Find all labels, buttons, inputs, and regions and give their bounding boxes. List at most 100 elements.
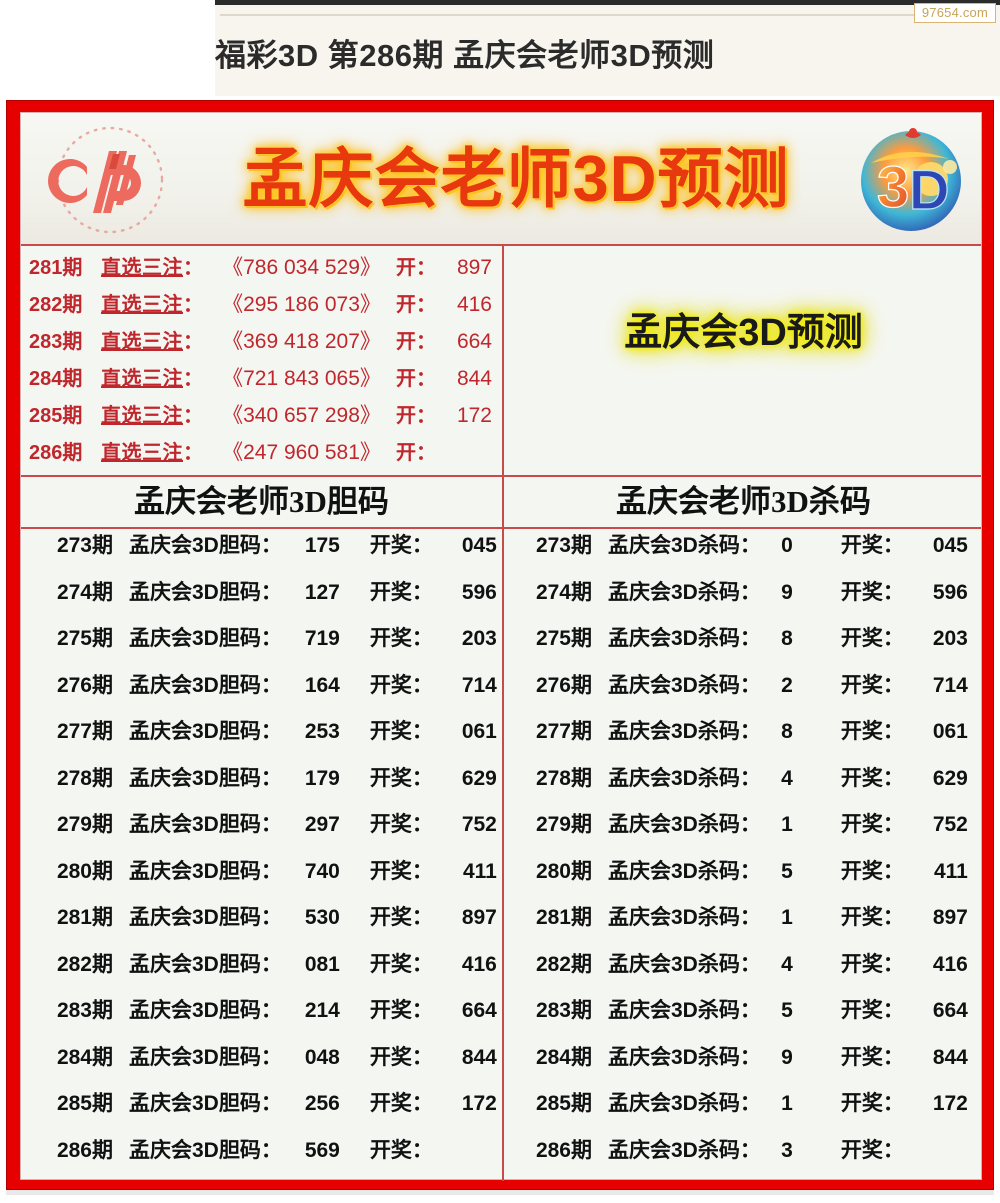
watermark-label: 97654.com (913, 3, 996, 23)
row-label: 孟庆会3D杀码： (608, 766, 761, 790)
zhixuan-kai-label: 开： (396, 294, 436, 316)
table-row: 286期 孟庆会3D杀码： 3 开奖： (506, 1134, 981, 1181)
content-panel: 孟庆会老师3D预测 (20, 112, 982, 1181)
row-open: 203 (932, 627, 968, 650)
row-label: 孟庆会3D胆码： (129, 906, 282, 929)
row-kai-label: 开奖： (840, 1138, 904, 1162)
zhixuan-row: 285期 直选三注 ： 《340 657 298》 开： 172 (21, 399, 502, 436)
row-code: 2 (781, 673, 793, 697)
row-code: 8 (781, 720, 793, 743)
row-code: 253 (304, 720, 340, 743)
row-kai-label: 开奖： (369, 906, 433, 929)
row-label: 孟庆会3D杀码： (608, 673, 761, 697)
row-label: 孟庆会3D胆码： (129, 580, 282, 604)
row-open: 172 (461, 1092, 497, 1115)
table-row: 286期 孟庆会3D胆码： 569 开奖： (21, 1134, 502, 1181)
row-open: 752 (461, 813, 497, 836)
row-period: 273期 (56, 534, 113, 557)
table-row: 274期 孟庆会3D胆码： 127 开奖： 596 (21, 576, 502, 623)
row-kai-label: 开奖： (369, 1045, 433, 1069)
row-open: 664 (461, 999, 497, 1022)
row-label: 孟庆会3D杀码： (608, 952, 761, 976)
row-code: 1 (781, 813, 793, 836)
row-period: 273期 (535, 534, 592, 557)
row-code: 179 (304, 766, 340, 790)
row-code: 081 (304, 952, 340, 976)
table-row: 275期 孟庆会3D胆码： 719 开奖： 203 (21, 622, 502, 669)
row-kai-label: 开奖： (840, 580, 904, 604)
zhixuan-numbers: 《369 418 207》 (222, 330, 381, 353)
lottery-3d-logo: 3 D (855, 123, 967, 235)
row-period: 276期 (56, 673, 113, 697)
zhixuan-numbers: 《247 960 581》 (222, 441, 381, 464)
row-label: 孟庆会3D杀码： (608, 1138, 761, 1162)
row-open: 629 (932, 766, 968, 790)
row-kai-label: 开奖： (840, 1045, 904, 1069)
row-code: 8 (781, 627, 793, 650)
svg-text:3: 3 (877, 155, 909, 220)
table-row: 279期 孟庆会3D杀码： 1 开奖： 752 (506, 808, 981, 855)
row-label: 孟庆会3D胆码： (129, 627, 282, 650)
table-row: 285期 孟庆会3D胆码： 256 开奖： 172 (21, 1087, 502, 1134)
zhixuan-period: 284期 (29, 368, 83, 390)
zhixuan-numbers: 《786 034 529》 (222, 256, 381, 279)
row-open: 061 (461, 720, 497, 743)
zhixuan-kai-label: 开： (396, 257, 436, 279)
row-kai-label: 开奖： (840, 534, 904, 557)
row-period: 286期 (56, 1138, 113, 1162)
china-welfare-lottery-logo (47, 121, 173, 239)
zhixuan-label: 直选三注 (101, 442, 183, 464)
row-open: 411 (933, 859, 968, 883)
table-row: 280期 孟庆会3D胆码： 740 开奖： 411 (21, 855, 502, 902)
row-kai-label: 开奖： (369, 813, 433, 836)
row-period: 277期 (56, 720, 113, 743)
row-period: 276期 (535, 673, 592, 697)
table-row: 281期 孟庆会3D杀码： 1 开奖： 897 (506, 901, 981, 948)
table-row: 285期 孟庆会3D杀码： 1 开奖： 172 (506, 1087, 981, 1134)
row-period: 282期 (56, 952, 113, 976)
row-code: 256 (304, 1092, 340, 1115)
zhixuan-label: 直选三注 (101, 368, 183, 390)
zhixuan-kai-label: 开： (396, 405, 436, 427)
row-open: 045 (461, 534, 497, 557)
row-kai-label: 开奖： (369, 859, 433, 883)
table-row: 280期 孟庆会3D杀码： 5 开奖： 411 (506, 855, 981, 902)
row-code: 3 (781, 1138, 793, 1162)
row-label: 孟庆会3D胆码： (129, 1138, 282, 1162)
row-period: 281期 (535, 906, 592, 929)
row-kai-label: 开奖： (840, 1092, 904, 1115)
row-kai-label: 开奖： (369, 720, 433, 743)
row-kai-label: 开奖： (840, 952, 904, 976)
row-code: 719 (304, 627, 340, 650)
row-kai-label: 开奖： (369, 580, 433, 604)
table-row: 274期 孟庆会3D杀码： 9 开奖： 596 (506, 576, 981, 623)
zhixuan-list: 281期 直选三注 ： 《786 034 529》 开： 897 282期 直选… (21, 246, 504, 475)
row-period: 279期 (535, 813, 592, 836)
row-kai-label: 开奖： (369, 627, 433, 650)
row-kai-label: 开奖： (369, 952, 433, 976)
row-kai-label: 开奖： (840, 720, 904, 743)
row-label: 孟庆会3D杀码： (608, 720, 761, 743)
row-kai-label: 开奖： (369, 534, 433, 557)
zhixuan-colon: ： (183, 368, 203, 390)
zhixuan-result: 897 (456, 256, 492, 279)
zhixuan-colon: ： (183, 257, 203, 279)
page-header: 福彩3D 第286期 孟庆会老师3D预测 97654.com (0, 0, 1000, 96)
zhixuan-colon: ： (183, 331, 203, 353)
row-period: 274期 (56, 580, 113, 604)
row-open: 629 (461, 766, 497, 790)
row-kai-label: 开奖： (369, 766, 433, 790)
row-period: 279期 (56, 813, 113, 836)
row-code: 5 (781, 859, 793, 883)
svg-text:D: D (909, 158, 949, 221)
table-row: 284期 孟庆会3D胆码： 048 开奖： 844 (21, 1041, 502, 1088)
row-open: 844 (932, 1045, 968, 1069)
zhixuan-row: 286期 直选三注 ： 《247 960 581》 开： (21, 436, 502, 473)
table-row: 277期 孟庆会3D杀码： 8 开奖： 061 (506, 715, 981, 762)
table-row: 278期 孟庆会3D胆码： 179 开奖： 629 (21, 762, 502, 809)
zhixuan-numbers: 《340 657 298》 (222, 404, 381, 427)
row-label: 孟庆会3D胆码： (129, 813, 282, 836)
row-open: 061 (932, 720, 968, 743)
row-code: 1 (781, 1092, 793, 1115)
